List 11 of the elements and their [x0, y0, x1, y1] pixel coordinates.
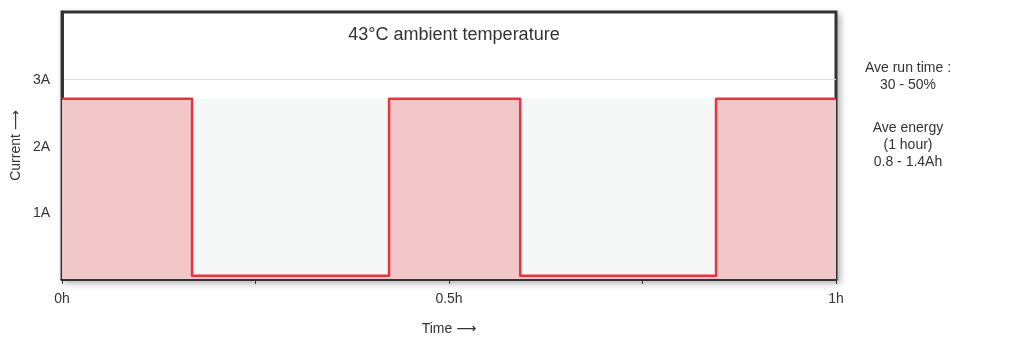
text: Ave run time : 30 - 50% — [864, 58, 952, 92]
x-tick-label: 1h — [828, 290, 844, 306]
x-tick-label: 0h — [54, 290, 70, 306]
y-tick-label: 2A — [32, 137, 51, 154]
x-tick-label: 0.5h — [435, 290, 463, 306]
y-tick-label: 3A — [32, 70, 51, 87]
text: Ave energy (1 hour) 0.8 - 1.4Ah — [872, 118, 944, 169]
x-axis-title: Time ⟶ — [421, 320, 477, 336]
text: 43°C ambient temperature — [348, 24, 560, 44]
y-tick-label: 1A — [32, 204, 51, 221]
y-axis-title: Current ⟶ — [7, 110, 23, 181]
